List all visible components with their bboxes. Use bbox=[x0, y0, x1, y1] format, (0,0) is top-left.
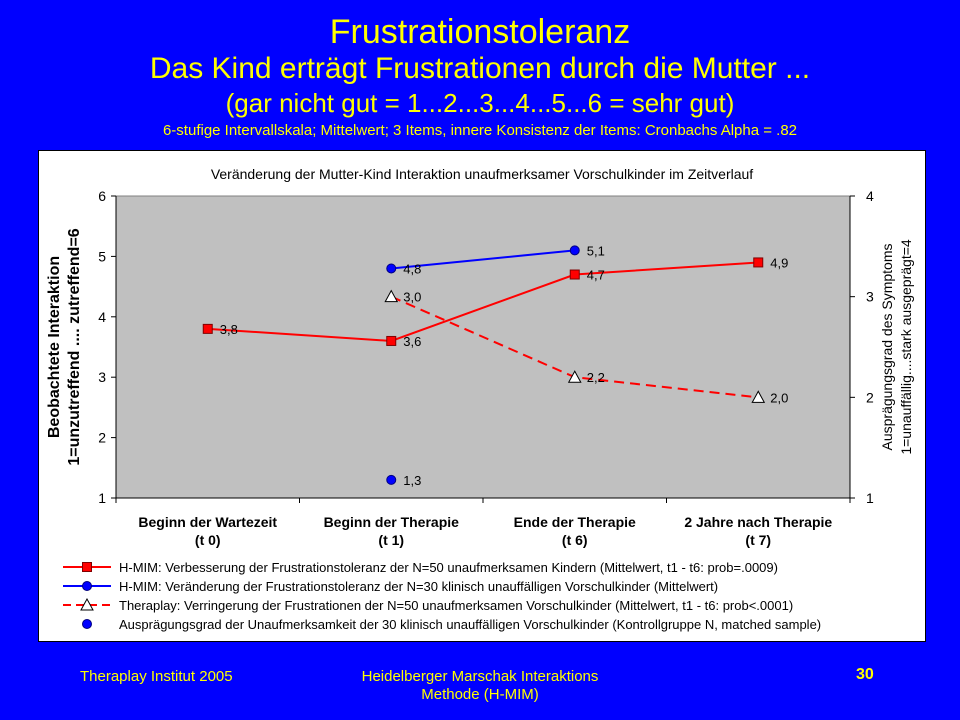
legend-swatch-marker bbox=[82, 562, 92, 572]
series-1-point bbox=[569, 269, 580, 280]
x-category-sublabel: (t 7) bbox=[745, 532, 771, 548]
series-4-point bbox=[386, 474, 397, 485]
chart-title: Veränderung der Mutter-Kind Interaktion … bbox=[211, 166, 753, 182]
slide-title: Frustrationstoleranz bbox=[329, 13, 631, 51]
series-2-line bbox=[391, 249, 575, 270]
x-category-label: 2 Jahre nach Therapie bbox=[684, 514, 832, 530]
series-3-data-label: 2,2 bbox=[587, 370, 605, 385]
legend-item-label: Theraplay: Verringerung der Frustratione… bbox=[119, 598, 793, 613]
series-1-point bbox=[753, 257, 764, 268]
y-right-axis-title: Ausprägungsgrad des Symptoms bbox=[879, 244, 895, 451]
line-chart: Veränderung der Mutter-Kind Interaktion … bbox=[46, 166, 914, 632]
series-1-point bbox=[386, 335, 397, 346]
y-right-axis-subtitle: 1=unauffällig....stark ausgeprägt=4 bbox=[898, 239, 914, 455]
series-1-data-label: 3,8 bbox=[220, 322, 238, 337]
series-1-point bbox=[202, 323, 213, 334]
series-3-point bbox=[384, 289, 399, 303]
series-1-line bbox=[207, 261, 759, 342]
y-left-tick-label: 5 bbox=[98, 248, 106, 264]
footer-institute: Theraplay Institut 2005 bbox=[80, 668, 233, 685]
plot-area bbox=[115, 195, 851, 499]
scale-description: (gar nicht gut = 1...2...3...4...5...6 =… bbox=[225, 88, 735, 118]
series-3-point bbox=[567, 370, 582, 383]
y-right-tick-label: 3 bbox=[866, 289, 874, 305]
y-left-tick-label: 2 bbox=[98, 430, 106, 446]
footer-method-line2: Methode (H-MIM) bbox=[421, 686, 539, 703]
x-category-label: Beginn der Wartezeit bbox=[138, 514, 277, 530]
x-category-sublabel: (t 0) bbox=[195, 532, 221, 548]
legend-item-label: H-MIM: Veränderung der Frustrationstoler… bbox=[119, 579, 718, 594]
x-category-label: Ende der Therapie bbox=[514, 514, 636, 530]
series-2-data-label: 4,8 bbox=[403, 261, 421, 276]
series-2-point bbox=[569, 245, 580, 256]
series-3-point bbox=[751, 390, 766, 403]
x-category-sublabel: (t 6) bbox=[562, 532, 588, 548]
series-2-point bbox=[386, 263, 397, 274]
slide-subtitle: Das Kind erträgt Frustrationen durch die… bbox=[149, 52, 811, 85]
y-left-axis-subtitle: 1=unzutreffend .... zutreffend=6 bbox=[66, 228, 83, 465]
method-note: 6-stufige Intervallskala; Mittelwert; 3 … bbox=[162, 122, 798, 139]
y-right-tick-label: 4 bbox=[866, 188, 874, 204]
y-left-tick-label: 3 bbox=[98, 369, 106, 385]
series-1-data-label: 3,6 bbox=[403, 334, 421, 349]
series-1-data-label: 4,9 bbox=[770, 255, 788, 270]
legend-swatch-marker bbox=[82, 581, 92, 591]
y-right-tick-label: 1 bbox=[866, 490, 874, 506]
chart-container: Veränderung der Mutter-Kind Interaktion … bbox=[38, 150, 926, 642]
y-left-tick-label: 1 bbox=[98, 490, 106, 506]
x-category-sublabel: (t 1) bbox=[378, 532, 404, 548]
page-number: 30 bbox=[856, 666, 874, 683]
series-3-data-label: 2,0 bbox=[770, 390, 788, 405]
x-category-label: Beginn der Therapie bbox=[324, 514, 460, 530]
series-3-data-label: 3,0 bbox=[403, 290, 421, 305]
series-4-data-label: 1,3 bbox=[403, 473, 421, 488]
y-left-tick-label: 6 bbox=[98, 188, 106, 204]
series-1-data-label: 4,7 bbox=[587, 268, 605, 283]
y-right-tick-label: 2 bbox=[866, 389, 874, 405]
legend-swatch-marker bbox=[82, 619, 92, 629]
legend-item-label: H-MIM: Verbesserung der Frustrationstole… bbox=[119, 560, 778, 575]
legend-item-label: Ausprägungsgrad der Unaufmerksamkeit der… bbox=[119, 617, 821, 632]
footer-method-line1: Heidelberger Marschak Interaktions bbox=[361, 668, 599, 685]
legend-swatch-marker bbox=[80, 597, 94, 611]
y-left-axis-title: Beobachtete Interaktion bbox=[46, 256, 63, 438]
footer-method: Heidelberger Marschak Interaktions Metho… bbox=[330, 668, 630, 704]
series-2-data-label: 5,1 bbox=[587, 243, 605, 258]
y-left-tick-label: 4 bbox=[98, 309, 106, 325]
